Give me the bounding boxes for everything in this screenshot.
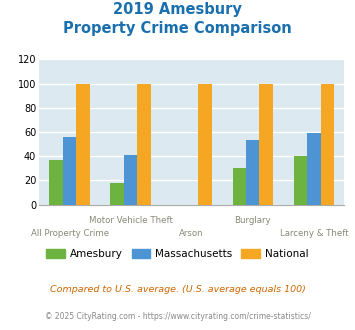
Bar xyxy=(63,137,76,205)
Text: Property Crime Comparison: Property Crime Comparison xyxy=(63,21,292,36)
Bar xyxy=(307,133,321,205)
Bar xyxy=(233,168,246,205)
Bar xyxy=(260,83,273,205)
Bar xyxy=(76,83,90,205)
Bar xyxy=(137,83,151,205)
Text: © 2025 CityRating.com - https://www.cityrating.com/crime-statistics/: © 2025 CityRating.com - https://www.city… xyxy=(45,312,310,321)
Bar xyxy=(110,183,124,205)
Text: Compared to U.S. average. (U.S. average equals 100): Compared to U.S. average. (U.S. average … xyxy=(50,285,305,294)
Text: Larceny & Theft: Larceny & Theft xyxy=(279,229,348,238)
Text: Arson: Arson xyxy=(179,229,204,238)
Text: Burglary: Burglary xyxy=(234,216,271,225)
Bar xyxy=(321,83,334,205)
Bar xyxy=(198,83,212,205)
Legend: Amesbury, Massachusetts, National: Amesbury, Massachusetts, National xyxy=(42,245,313,263)
Text: 2019 Amesbury: 2019 Amesbury xyxy=(113,2,242,16)
Bar xyxy=(124,155,137,205)
Bar xyxy=(246,141,260,205)
Text: All Property Crime: All Property Crime xyxy=(31,229,109,238)
Bar xyxy=(294,156,307,205)
Text: Motor Vehicle Theft: Motor Vehicle Theft xyxy=(89,216,173,225)
Bar xyxy=(49,160,63,205)
